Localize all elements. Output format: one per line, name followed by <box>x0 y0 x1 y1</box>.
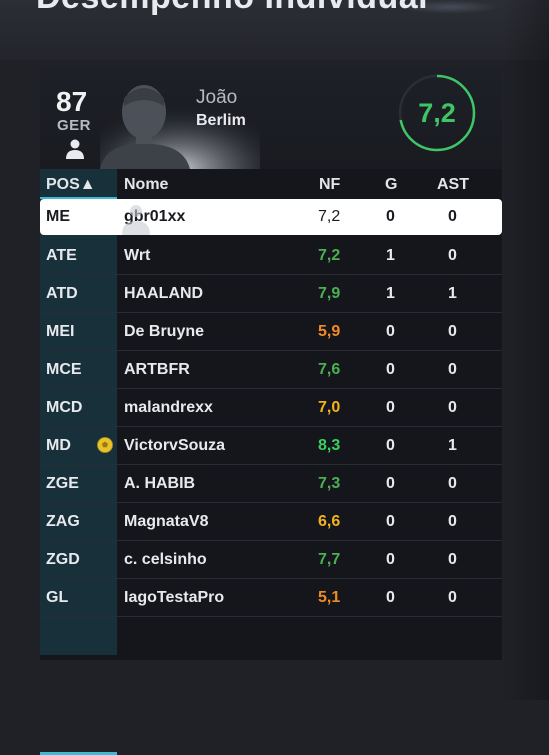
header-pos-sort[interactable]: POS▲ <box>46 176 96 193</box>
row-assists: 0 <box>448 247 457 264</box>
table-row[interactable]: MEI De Bruyne 5,9 0 0 <box>40 313 502 351</box>
row-match-rating: 7,6 <box>318 361 341 378</box>
row-match-rating: 7,3 <box>318 475 341 492</box>
row-player-name: MagnataV8 <box>124 513 209 530</box>
row-player-name: Wrt <box>124 247 151 264</box>
row-assists: 1 <box>448 285 457 302</box>
row-match-rating: 7,0 <box>318 399 341 416</box>
row-assists: 0 <box>448 361 457 378</box>
match-rating-ring <box>398 74 476 152</box>
row-assists: 0 <box>448 399 457 416</box>
header-nf-sort[interactable]: NF <box>319 176 341 193</box>
row-player-name: HAALAND <box>124 285 204 302</box>
table-row[interactable]: ATD HAALAND 7,9 1 1 <box>40 275 502 313</box>
table-row[interactable]: MCD malandrexx 7,0 0 0 <box>40 389 502 427</box>
table-row[interactable]: MD VictorvSouza 8,3 0 1 <box>40 427 502 465</box>
title-glow <box>400 0 500 14</box>
table-row[interactable]: ZAG MagnataV8 6,6 0 0 <box>40 503 502 541</box>
row-goals: 0 <box>386 208 395 225</box>
player-name: João <box>196 87 238 108</box>
player-overall-rating: 87 <box>56 86 88 117</box>
row-match-rating: 5,1 <box>318 589 341 606</box>
row-player-name: A. HABIB <box>124 475 196 492</box>
row-match-rating: 7,2 <box>318 247 341 264</box>
person-icon <box>66 139 84 159</box>
row-assists: 0 <box>448 513 457 530</box>
row-assists: 0 <box>448 323 457 340</box>
soccer-ball-icon <box>97 437 113 453</box>
table-row[interactable]: ZGE A. HABIB 7,3 0 0 <box>40 465 502 503</box>
row-position: ATE <box>46 247 77 264</box>
table-body: ME gbr01xx 7,2 0 0 ATE Wrt 7,2 1 0 ATD HAALAND 7,9 1 1… <box>40 199 502 617</box>
row-goals: 0 <box>386 513 395 530</box>
row-assists: 0 <box>448 475 457 492</box>
table-row[interactable]: MCE ARTBFR 7,6 0 0 <box>40 351 502 389</box>
row-assists: 0 <box>448 208 457 225</box>
row-match-rating: 7,9 <box>318 285 341 302</box>
match-rating-value: 7,2 <box>418 98 456 128</box>
right-backdrop <box>503 0 549 700</box>
player-team: Berlim <box>196 112 246 129</box>
page-title: Desempenho Individual <box>36 0 428 17</box>
row-goals: 0 <box>386 437 395 454</box>
row-player-name: ARTBFR <box>124 361 190 378</box>
row-position: ZGE <box>46 475 79 492</box>
player-header: 87 GER João Berlim 7,2 <box>40 68 502 169</box>
row-position: ZGD <box>46 551 80 568</box>
header-name-sort[interactable]: Nome <box>124 176 169 193</box>
row-goals: 0 <box>386 551 395 568</box>
header-goals-sort[interactable]: G <box>385 176 398 193</box>
row-player-name: IagoTestaPro <box>124 589 225 606</box>
row-match-rating: 7,7 <box>318 551 341 568</box>
stats-table: POS▲ Nome NF G AST ME gbr01xx 7,2 0 0 ATE Wrt 7… <box>40 169 502 755</box>
row-match-rating: 7,2 <box>318 208 341 225</box>
table-header: POS▲ Nome NF G AST <box>40 169 502 199</box>
row-position: ZAG <box>46 513 80 530</box>
row-goals: 0 <box>386 323 395 340</box>
row-player-name: c. celsinho <box>124 551 207 568</box>
row-goals: 0 <box>386 361 395 378</box>
row-goals: 0 <box>386 399 395 416</box>
header-assists-sort[interactable]: AST <box>437 176 469 193</box>
row-player-name: malandrexx <box>124 399 213 416</box>
row-assists: 0 <box>448 589 457 606</box>
row-position: MCE <box>46 361 82 378</box>
pos-column-highlight <box>40 169 117 655</box>
sorted-column-indicator <box>40 197 117 199</box>
row-player-name: VictorvSouza <box>124 437 226 454</box>
row-position: ME <box>46 208 70 225</box>
player-nation: GER <box>57 117 92 134</box>
row-position: MD <box>46 437 71 454</box>
row-position: MEI <box>46 323 75 340</box>
row-player-name: De Bruyne <box>124 323 205 340</box>
table-row[interactable]: GL IagoTestaPro 5,1 0 0 <box>40 579 502 617</box>
row-goals: 1 <box>386 247 395 264</box>
row-goals: 1 <box>386 285 395 302</box>
table-row[interactable]: ATE Wrt 7,2 1 0 <box>40 237 502 275</box>
row-goals: 0 <box>386 475 395 492</box>
row-goals: 0 <box>386 589 395 606</box>
table-row[interactable]: ZGD c. celsinho 7,7 0 0 <box>40 541 502 579</box>
top-backdrop <box>0 0 549 60</box>
row-match-rating: 8,3 <box>318 437 341 454</box>
player-silhouette <box>100 76 260 169</box>
row-assists: 1 <box>448 437 457 454</box>
row-match-rating: 5,9 <box>318 323 341 340</box>
selected-row-avatar-icon <box>122 205 150 235</box>
performance-card: 87 GER João Berlim 7,2 <box>40 68 502 755</box>
row-assists: 0 <box>448 551 457 568</box>
row-position: ATD <box>46 285 78 302</box>
row-position: MCD <box>46 399 83 416</box>
row-match-rating: 6,6 <box>318 513 341 530</box>
table-row-selected[interactable]: ME gbr01xx 7,2 0 0 <box>40 199 502 235</box>
row-position: GL <box>46 589 69 606</box>
